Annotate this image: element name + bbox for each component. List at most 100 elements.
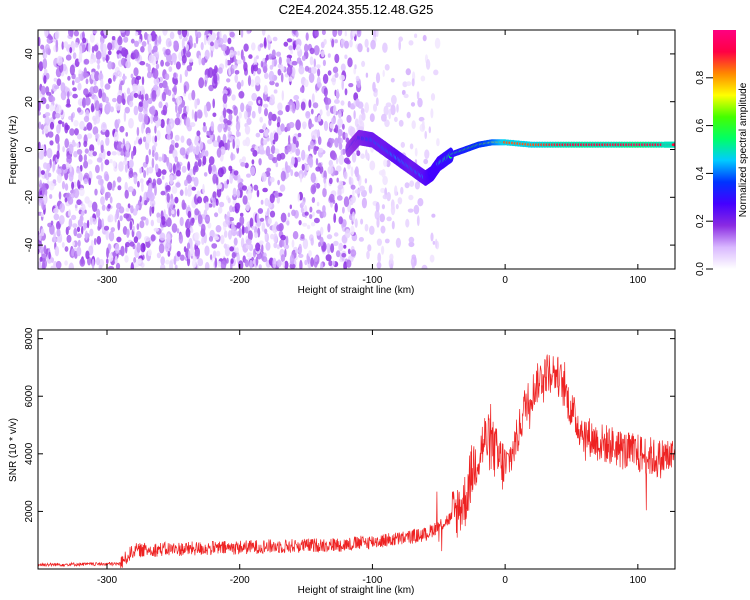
heatmap-noise-cell: [148, 34, 152, 43]
heatmap-noise-cell: [346, 259, 352, 268]
heatmap-noise-cell: [266, 167, 272, 172]
heatmap-noise-cell: [433, 69, 439, 76]
heatmap-noise-cell: [162, 30, 168, 36]
heatmap-noise-cell: [286, 57, 291, 64]
heatmap-noise-cell: [364, 38, 369, 48]
heatmap-noise-cell: [69, 64, 75, 76]
heatmap-noise-cell: [94, 188, 98, 196]
heatmap-noise-cell: [395, 237, 401, 248]
heatmap-noise-cell: [344, 132, 348, 139]
heatmap-noise-cell: [139, 195, 142, 203]
heatmap-noise-cell: [300, 207, 304, 214]
heatmap-noise-cell: [245, 244, 251, 250]
heatmap-noise-cell: [205, 150, 209, 157]
heatmap-noise-cell: [78, 69, 82, 75]
heatmap-noise-cell: [428, 126, 431, 134]
heatmap-noise-cell: [381, 204, 385, 210]
heatmap-noise-cell: [341, 252, 347, 258]
heatmap-noise-cell: [123, 145, 126, 153]
heatmap-noise-cell: [107, 50, 112, 56]
heatmap-noise-cell: [308, 157, 314, 168]
heatmap-noise-cell: [297, 132, 302, 138]
heatmap-noise-cell: [338, 154, 345, 165]
heatmap-noise-cell: [107, 243, 112, 251]
heatmap-noise-cell: [53, 231, 56, 242]
heatmap-noise-cell: [79, 120, 85, 130]
heatmap-noise-cell: [280, 66, 285, 72]
heatmap-noise-cell: [304, 43, 309, 53]
heatmap-noise-cell: [93, 44, 99, 52]
heatmap-noise-cell: [242, 195, 248, 205]
heatmap-noise-cell: [421, 264, 428, 269]
heatmap-noise-cell: [76, 226, 81, 233]
heatmap-noise-cell: [312, 211, 315, 217]
heatmap-noise-cell: [82, 31, 85, 39]
heatmap-noise-cell: [184, 179, 188, 187]
heatmap-noise-cell: [173, 78, 179, 86]
heatmap-noise-cell: [382, 175, 388, 186]
heatmap-noise-cell: [40, 170, 46, 175]
heatmap-noise-cell: [125, 30, 130, 37]
heatmap-noise-cell: [54, 246, 60, 257]
heatmap-noise-cell: [285, 165, 291, 174]
heatmap-noise-cell: [153, 84, 159, 91]
heatmap-noise-cell: [38, 100, 41, 111]
heatmap-noise-cell: [105, 101, 112, 113]
heatmap-noise-cell: [290, 49, 294, 55]
snr-frame: [37, 329, 676, 570]
heatmap-noise-cell: [102, 57, 106, 62]
heatmap-noise-cell: [343, 196, 350, 208]
heatmap-noise-cell: [263, 66, 267, 72]
heatmap-noise-cell: [220, 260, 227, 269]
heatmap-noise-cell: [143, 170, 147, 178]
heatmap-noise-cell: [53, 85, 60, 90]
heatmap-noise-cell: [52, 179, 57, 184]
heatmap-noise-cell: [214, 257, 218, 269]
heatmap-noise-cell: [177, 104, 183, 115]
heatmap-noise-cell: [330, 77, 336, 83]
heatmap-noise-cell: [217, 261, 222, 267]
heatmap-noise-cell: [234, 74, 238, 83]
colorbar-tick-label: 0.2: [695, 214, 706, 228]
heatmap-noise-cell: [339, 74, 345, 81]
heatmap-noise-cell: [183, 246, 187, 253]
heatmap-noise-cell: [349, 39, 353, 48]
heatmap-noise-cell: [96, 257, 100, 266]
heatmap-noise-cell: [118, 161, 124, 172]
heatmap-noise-cell: [154, 125, 157, 134]
heatmap-noise-cell: [413, 204, 420, 215]
heatmap-noise-cell: [204, 245, 210, 257]
heatmap-noise-cell: [45, 103, 50, 110]
heatmap-noise-cell: [197, 214, 203, 225]
heatmap-noise-cell: [147, 249, 152, 257]
heatmap-noise-cell: [72, 223, 78, 229]
heatmap-noise-cell: [161, 169, 167, 175]
heatmap-noise-cell: [169, 31, 175, 40]
heatmap-noise-cell: [361, 189, 367, 198]
heatmap-noise-cell: [351, 152, 357, 163]
heatmap-noise-cell: [165, 123, 172, 135]
heatmap-noise-cell: [107, 215, 111, 223]
heatmap-noise-cell: [394, 185, 398, 196]
heatmap-noise-cell: [334, 39, 338, 44]
heatmap-noise-cell: [241, 79, 244, 87]
heatmap-noise-cell: [84, 209, 87, 214]
heatmap-noise-cell: [280, 72, 284, 83]
heatmap-noise-cell: [109, 106, 114, 113]
heatmap-noise-cell: [360, 153, 365, 159]
heatmap-noise-cell: [323, 38, 327, 45]
snr-plot-area: [38, 354, 675, 569]
heatmap-noise-cell: [116, 94, 123, 104]
heatmap-noise-cell: [56, 173, 62, 184]
heatmap-noise-cell: [175, 170, 181, 177]
heatmap-noise-cell: [268, 53, 273, 60]
heatmap-noise-cell: [214, 212, 219, 218]
heatmap-noise-cell: [302, 222, 308, 227]
heatmap-noise-cell: [118, 53, 122, 59]
heatmap-noise-cell: [160, 190, 166, 196]
heatmap-noise-cell: [236, 202, 241, 210]
heatmap-noise-cell: [156, 217, 162, 224]
heatmap-noise-cell: [120, 30, 127, 38]
heatmap-noise-cell: [388, 108, 392, 120]
heatmap-noise-cell: [108, 266, 114, 269]
